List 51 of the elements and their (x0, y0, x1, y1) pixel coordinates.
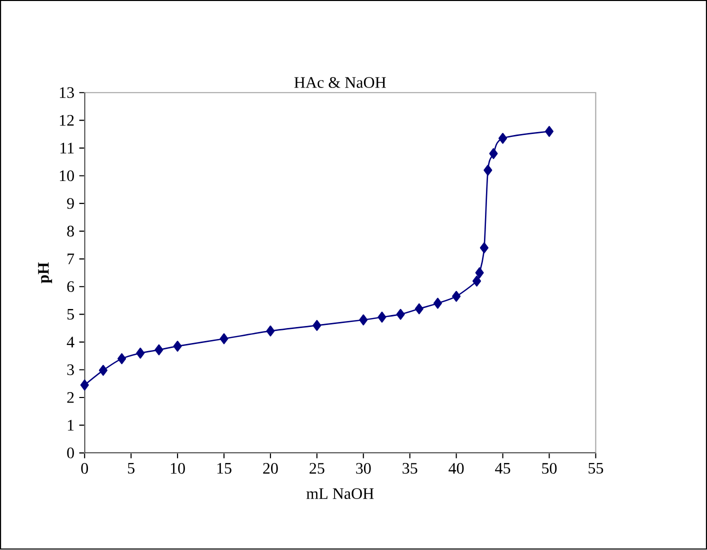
y-axis-title: pH (38, 262, 52, 284)
point (414, 304, 424, 315)
point (489, 148, 498, 160)
point (80, 380, 89, 391)
point (136, 348, 145, 359)
point (359, 314, 368, 326)
x-tick-label: 40 (448, 463, 464, 474)
y-tick-label: 4 (66, 337, 74, 348)
y-tick-label: 7 (68, 254, 74, 264)
point (396, 309, 405, 320)
x-tick-label: 20 (263, 463, 278, 474)
y-tick-label: 10 (60, 170, 74, 182)
x-tick-label: 35 (402, 463, 418, 474)
x-tick-label: 5 (128, 463, 134, 474)
x-tick-label: 45 (495, 463, 510, 474)
point (498, 133, 508, 144)
x-tick-label: 30 (356, 463, 371, 474)
point (312, 320, 322, 332)
point (433, 298, 442, 309)
x-axis-title: mL NaOH (306, 488, 374, 500)
y-tick-label: 2 (67, 392, 74, 404)
x-tick-label: 0 (81, 463, 88, 474)
point (378, 312, 386, 323)
point (544, 126, 554, 138)
point (475, 268, 484, 278)
y-tick-label: 3 (67, 364, 74, 376)
point (480, 242, 488, 254)
y-tick-label: 9 (67, 198, 74, 210)
y-tick-label: 1 (68, 420, 74, 431)
y-tick-label: 13 (60, 87, 74, 98)
point (98, 365, 108, 376)
x-tick-label: 15 (217, 463, 232, 474)
point (452, 291, 461, 302)
y-tick-label: 5 (67, 309, 74, 320)
y-tick-label: 8 (67, 226, 74, 237)
x-tick-label: 50 (542, 463, 557, 474)
point (118, 353, 126, 364)
point (220, 333, 228, 344)
point (266, 326, 275, 337)
point (173, 340, 182, 352)
y-tick-label: 12 (60, 115, 74, 126)
chart-title: HAc & NaOH (294, 77, 386, 88)
point (484, 164, 492, 176)
point (472, 276, 482, 287)
x-tick-label: 55 (588, 463, 604, 474)
y-tick-label: 11 (60, 142, 74, 154)
x-tick-label: 10 (170, 463, 185, 474)
y-tick-label: 6 (67, 281, 74, 292)
y-tick-label: 0 (67, 448, 74, 459)
x-tick-label: 25 (310, 463, 324, 474)
point (154, 344, 164, 356)
